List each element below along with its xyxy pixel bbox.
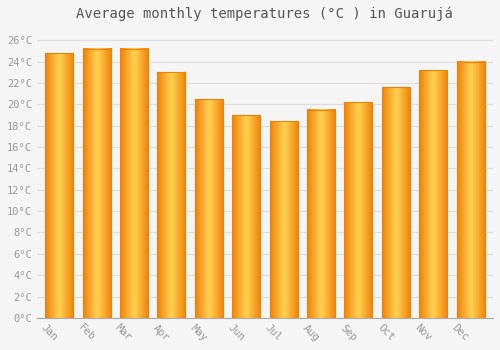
Bar: [270, 121, 297, 318]
Bar: [195, 99, 223, 318]
Bar: [120, 49, 148, 318]
Bar: [158, 72, 186, 318]
Bar: [307, 110, 335, 318]
Bar: [82, 49, 110, 318]
Bar: [45, 53, 74, 318]
Bar: [344, 102, 372, 318]
Bar: [232, 115, 260, 318]
Bar: [419, 70, 447, 318]
Title: Average monthly temperatures (°C ) in Guarujá: Average monthly temperatures (°C ) in Gu…: [76, 7, 454, 21]
Bar: [382, 87, 410, 318]
Bar: [456, 62, 484, 318]
